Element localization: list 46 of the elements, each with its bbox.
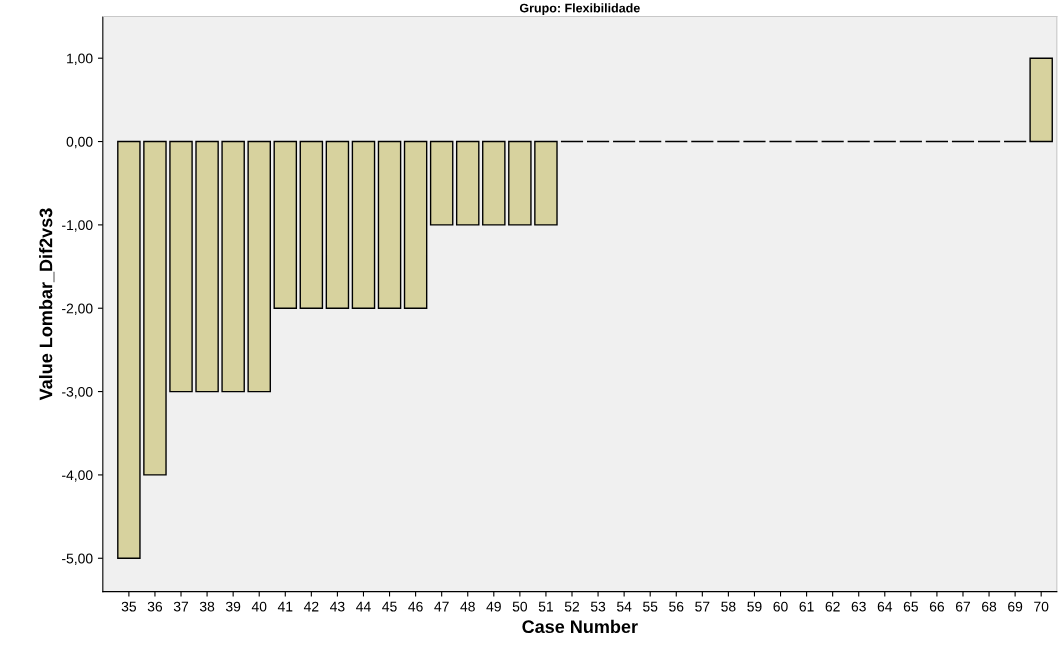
x-tick-label: 37 — [173, 601, 189, 612]
x-tick-label: 40 — [251, 601, 267, 612]
x-tick-label: 55 — [643, 601, 658, 612]
x-tick-label: 65 — [903, 601, 918, 612]
x-tick-label: 46 — [408, 601, 423, 612]
x-tick-label: 53 — [590, 601, 606, 612]
x-tick-label: 42 — [303, 601, 319, 612]
y-tick-label: -5,00 — [62, 553, 93, 566]
y-tick-label: -2,00 — [62, 303, 93, 316]
x-axis-title: Case Number — [522, 619, 638, 634]
x-tick-label: 36 — [147, 601, 163, 612]
x-tick-label: 54 — [616, 601, 632, 612]
x-tick-label: 43 — [330, 601, 345, 612]
x-tick-label: 69 — [1008, 601, 1023, 612]
y-tick-label: -1,00 — [62, 220, 93, 232]
x-tick-label: 47 — [434, 601, 449, 612]
y-tick-label: 1,00 — [67, 53, 93, 66]
y-tick-label: 0,00 — [66, 136, 93, 149]
x-tick-label: 63 — [851, 601, 866, 612]
x-tick-label: 58 — [721, 601, 736, 612]
y-axis-title: Value Lombar_Dif2vs3 — [39, 208, 55, 401]
chart-title: Grupo: Flexibilidade — [519, 3, 640, 15]
x-tick-label: 68 — [982, 601, 997, 612]
x-tick-label: 56 — [669, 601, 684, 612]
x-tick-label: 45 — [382, 601, 397, 612]
x-tick-label: 49 — [486, 601, 501, 612]
x-tick-label: 48 — [460, 601, 475, 612]
y-tick-label: -4,00 — [62, 470, 93, 482]
x-tick-label: 44 — [356, 601, 371, 612]
x-tick-label: 51 — [538, 601, 553, 612]
y-tick-label: -3,00 — [62, 386, 93, 399]
x-tick-label: 67 — [955, 601, 971, 612]
x-tick-label: 62 — [825, 601, 840, 612]
x-tick-label: 41 — [277, 601, 293, 612]
x-tick-label: 70 — [1034, 601, 1049, 612]
x-tick-label: 52 — [564, 601, 580, 612]
x-tick-label: 35 — [121, 601, 137, 612]
x-tick-label: 57 — [695, 601, 710, 612]
x-tick-label: 60 — [773, 601, 788, 612]
x-tick-label: 64 — [877, 601, 893, 612]
x-tick-label: 38 — [199, 601, 215, 612]
x-tick-label: 59 — [747, 601, 762, 612]
x-tick-label: 39 — [225, 601, 241, 612]
x-tick-label: 66 — [929, 601, 945, 612]
x-tick-label: 50 — [512, 601, 528, 612]
x-tick-label: 61 — [799, 601, 814, 612]
